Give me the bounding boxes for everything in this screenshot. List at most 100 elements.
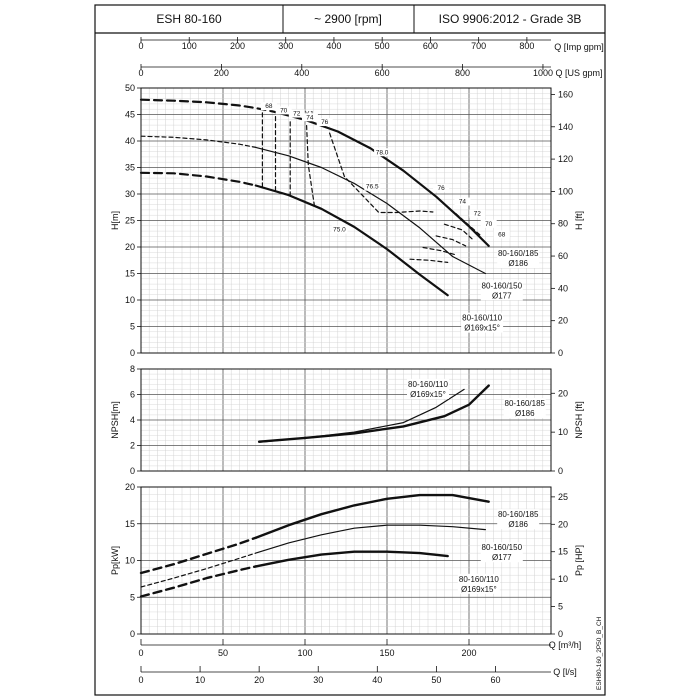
speed-label: ~ 2900 [rpm] [314,12,382,26]
curve-label-bg-head [461,312,504,333]
efficiency-label: 70 [485,221,493,228]
y-tick-label-power: 5 [130,592,135,602]
y-tick-label-head: 5 [130,322,135,332]
y2-axis-label-head: H [ft] [574,211,584,230]
y2-tick-label-head: 40 [558,283,568,293]
curve-dashed-power [139,536,257,575]
y-tick-label-npsh: 6 [130,390,135,400]
curve-label-name-npsh: 80-160/185 [505,399,546,408]
y-tick-label-head: 45 [125,110,135,120]
curve-power [254,550,449,568]
y-tick-label-npsh: 2 [130,441,135,451]
efficiency-label: 74 [459,199,467,206]
curve-label-bg-power [480,542,523,563]
top-tick-label-us-gpm: 800 [455,68,470,78]
y-tick-label-npsh: 0 [130,466,135,476]
bottom-tick-label-0: 100 [297,648,312,658]
top-tick-label-imp-gpm: 700 [471,41,486,51]
efficiency-label-bg [433,183,450,192]
curve-head [254,184,449,297]
curve-label-name-npsh: 80-160/110 [408,380,448,389]
efficiency-label-bg [301,113,318,122]
efficiency-label: 70 [280,107,288,114]
top-tick-label-imp-gpm: 500 [375,41,390,51]
efficiency-label-bg [260,102,277,111]
y2-tick-label-npsh: 0 [558,466,563,476]
y-axis-label-head: H[m] [110,211,120,230]
top-tick-label-imp-gpm: 800 [519,41,534,51]
y-tick-label-power: 15 [125,519,135,529]
y2-tick-label-head: 100 [558,186,573,196]
y2-tick-label-power: 20 [558,519,568,529]
iso-efficiency-curve-76 [329,132,434,214]
efficiency-label: 74 [306,114,314,121]
y2-tick-label-head: 80 [558,219,568,229]
y-tick-label-power: 0 [130,629,135,639]
curve-label-sub-npsh: Ø186 [515,409,535,418]
top-tick-label-us-gpm: 200 [214,68,229,78]
efficiency-label: 75.0 [333,227,346,234]
efficiency-label-bg [493,230,510,239]
efficiency-label: 76 [438,185,446,192]
bottom-tick-label-1: 40 [372,675,382,685]
efficiency-label: 68 [498,231,506,238]
curve-label-sub-head: Ø186 [508,259,528,268]
efficiency-label: 78.0 [376,149,389,156]
curve-label-name-power: 80-160/110 [459,575,499,584]
y2-tick-label-power: 0 [558,629,563,639]
y-axis-label-npsh: NPSH[m] [110,401,120,439]
y-tick-label-head: 20 [125,242,135,252]
bottom-tick-label-1: 10 [195,675,205,685]
standard-label: ISO 9906:2012 - Grade 3B [439,12,582,26]
performance-chart: 0 100 200 300 400 500 600 700 800 Q [Imp gpm]0 200… [110,37,604,685]
top-tick-label-us-gpm: 600 [375,68,390,78]
top-tick-label-imp-gpm: 100 [182,41,197,51]
curve-label-name-head: 80-160/110 [462,314,502,323]
curve-label-bg-power [497,509,540,530]
y2-tick-label-head: 20 [558,316,568,326]
top-tick-label-us-gpm: 400 [294,68,309,78]
y-tick-label-power: 20 [125,482,135,492]
y-axis-label-power: Pp[kW] [110,546,120,575]
bottom-tick-label-0: 0 [138,648,143,658]
curve-label-bg-head [497,248,540,269]
y-tick-label-head: 25 [125,216,135,226]
bottom-tick-label-1: 20 [254,675,264,685]
top-tick-label-us-gpm: 0 [138,68,143,78]
curve-label-bg-head [480,280,523,301]
y2-tick-label-head: 140 [558,122,573,132]
top-axis-label-imp-gpm: Q [Imp gpm] [554,42,604,52]
efficiency-label-bg [364,182,381,191]
top-tick-label-imp-gpm: 300 [278,41,293,51]
efficiency-label: 72 [293,111,301,118]
curve-label-sub-power: Ø186 [508,520,528,529]
iso-efficiency-curve-right-70 [443,223,475,242]
top-tick-label-imp-gpm: 600 [423,41,438,51]
efficiency-label: 68 [265,103,273,110]
y2-tick-label-head: 160 [558,89,573,99]
y2-tick-label-head: 120 [558,154,573,164]
efficiency-label-bg [275,106,292,115]
curve-dashed-head [139,98,274,113]
y2-tick-label-power: 10 [558,574,568,584]
y2-tick-label-power: 5 [558,602,563,612]
curve-head [255,146,486,275]
curve-head [271,110,490,247]
top-tick-label-imp-gpm: 400 [326,41,341,51]
iso-efficiency-curve-right-76 [409,258,449,263]
y2-tick-label-npsh: 20 [558,388,568,398]
top-tick-label-imp-gpm: 0 [138,41,143,51]
y-tick-label-head: 50 [125,83,135,93]
curve-npsh [258,388,465,443]
y2-tick-label-npsh: 10 [558,427,568,437]
iso-efficiency-curve-right-74 [422,246,457,256]
y-tick-label-npsh: 4 [130,415,135,425]
efficiency-label-bg [316,118,333,127]
y2-axis-label-npsh: NPSH [ft] [574,401,584,439]
efficiency-label-bg [454,197,471,206]
curve-label-name-power: 80-160/185 [498,510,539,519]
bottom-tick-label-1: 50 [431,675,441,685]
model-title: ESH 80-160 [156,12,222,26]
y-tick-label-head: 30 [125,189,135,199]
